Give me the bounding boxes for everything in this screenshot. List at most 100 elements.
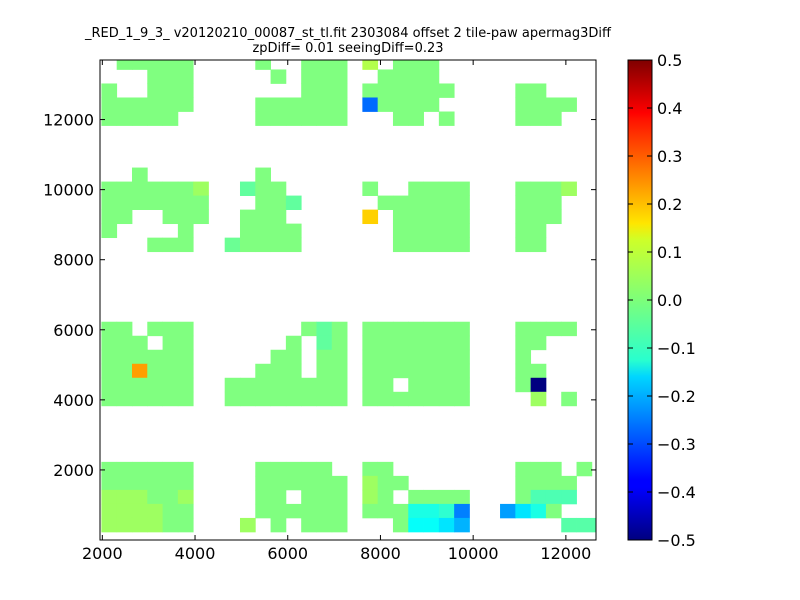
heatmap-cell [193,209,209,225]
heatmap-cell [255,377,271,393]
heatmap-cell [301,475,317,491]
heatmap-cell [131,349,148,365]
heatmap-cell [131,181,148,196]
heatmap-cell [530,237,547,253]
heatmap-cell [362,503,379,519]
heatmap-cell [147,321,163,337]
colorbar-tick-label: 0.0 [657,291,682,310]
heatmap-cell [515,335,532,351]
heatmap-cell [162,377,179,393]
heatmap-cell [316,349,333,365]
heatmap-cell [454,349,470,365]
heatmap-cell [162,461,179,477]
heatmap-cell [438,335,455,351]
heatmap-cell [101,181,118,196]
heatmap-cell [515,111,532,126]
heatmap-cell [116,391,133,407]
heatmap-cell [377,335,394,351]
heatmap-cell [101,391,118,407]
colorbar-tick-label: 0.4 [657,99,682,118]
heatmap-cell [362,489,379,505]
heatmap-cell [116,363,133,379]
heatmap-cell [101,503,118,519]
x-tick-label: 2000 [82,544,123,563]
heatmap-cell [408,60,424,70]
heatmap-cell [285,97,302,112]
heatmap-cell [331,517,348,533]
y-tick-label: 4000 [53,391,94,410]
x-tick-label: 4000 [175,544,216,563]
heatmap-cell [177,503,194,519]
heatmap-cell [147,503,163,519]
heatmap-cell [576,461,593,477]
heatmap-cell [377,69,394,84]
heatmap-cell [515,237,532,253]
heatmap-cell [285,111,302,126]
heatmap-cell [316,83,333,98]
heatmap-cell [316,503,333,519]
heatmap-cell [177,60,194,70]
heatmap-cell [530,181,547,196]
heatmap-cell [454,503,470,519]
heatmap-cell [515,349,532,365]
heatmap-cell [530,209,547,225]
heatmap-cell [147,237,163,253]
heatmap-cell [362,335,379,351]
heatmap-cell [162,335,179,351]
heatmap-cell [131,111,148,126]
heatmap-cell [239,517,256,533]
heatmap-cell [255,195,271,210]
heatmap-cell [239,209,256,225]
heatmap-cell [545,461,562,477]
heatmap-cell [515,97,532,112]
heatmap-cell [377,503,394,519]
heatmap-cell [147,69,163,84]
heatmap-cell [162,83,179,98]
heatmap-cell [423,391,440,407]
heatmap-cell [392,321,409,337]
heatmap-cell [285,223,302,239]
heatmap-cell [454,489,470,505]
heatmap-cell [561,181,577,196]
heatmap-cell [162,181,179,196]
heatmap-cell [545,181,562,196]
heatmap-cell [239,181,256,196]
heatmap-cell [438,209,455,225]
heatmap-cell [515,503,532,519]
heatmap-cell [331,363,348,379]
heatmap-cell [255,489,271,505]
heatmap-cell [101,83,118,98]
heatmap-cell [116,517,133,533]
heatmap-cell [423,181,440,196]
heatmap-cell [408,517,424,533]
heatmap-cell [392,391,409,407]
colorbar-tick-label: 0.5 [657,51,682,70]
heatmap-cell [408,237,424,253]
heatmap-cell [408,97,424,112]
heatmap-cell [423,377,440,393]
heatmap-cell [116,461,133,477]
heatmap-cell [162,363,179,379]
heatmap-cell [316,335,333,351]
heatmap-cell [530,97,547,112]
heatmap-cell [408,391,424,407]
heatmap-cell [270,195,287,210]
chart-title: _RED_1_9_3_ v20120210_00087_st_tl.fit 23… [84,26,612,56]
heatmap-cell [530,489,547,505]
heatmap-cell [438,237,455,253]
heatmap-cell [116,475,133,491]
chart-title-line-1: _RED_1_9_3_ v20120210_00087_st_tl.fit 23… [84,26,612,41]
heatmap-cell [438,377,455,393]
heatmap-cell [270,489,287,505]
heatmap-cell [301,461,317,477]
heatmap-cell [147,391,163,407]
heatmap-cell [177,489,194,505]
heatmap-cell [177,209,194,225]
heatmap-cell [131,475,148,491]
heatmap-cell [255,237,271,253]
y-tick-label: 6000 [53,321,94,340]
heatmap-cell [362,181,379,196]
heatmap-cell [591,517,596,533]
heatmap-cell [438,503,455,519]
heatmap-cell [362,321,379,337]
